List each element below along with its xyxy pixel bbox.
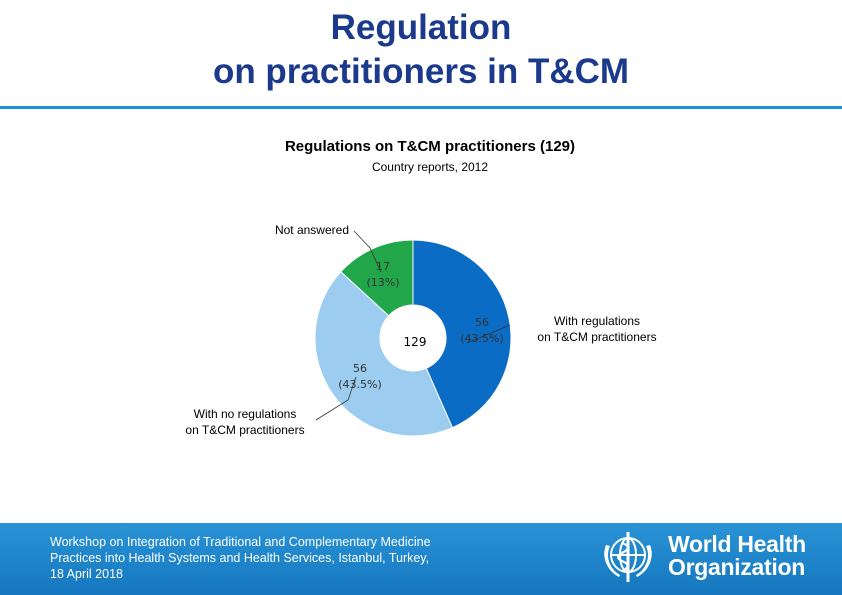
category-label-with-regulations-1: With regulations [554,314,640,328]
title-divider [0,106,842,109]
percent-label-no-regulations: (43.5%) [338,378,382,391]
percent-label-with-regulations: (43.5%) [460,332,504,345]
donut-chart: 129 56 (43.5%) 56 (43.5%) 17 (13%) With regulat… [185,223,656,437]
chart-subtitle: Country reports, 2012 [371,160,489,174]
percent-label-not-answered: (13%) [366,276,399,289]
chart-title: Regulations on T&CM practitioners (129) [284,138,576,155]
footer-caption: Workshop on Integration of Traditional a… [50,534,550,582]
leader-line-with-regulations [466,324,511,344]
category-label-no-regulations-2: on T&CM practitioners [185,423,304,437]
who-wordmark: World Health Organization [668,533,806,579]
who-emblem-icon [604,532,652,582]
who-wordmark-line-2: Organization [668,554,805,580]
who-wordmark-line-1: World Health [668,531,806,557]
category-label-no-regulations-1: With no regulations [194,407,297,421]
footer-line-2: Practices into Health Systems and Health… [50,551,430,565]
slice-not-answered [340,239,414,317]
slice-with-regulations [412,239,512,429]
slide-title: Regulation on practitioners in T&CM [0,6,842,94]
category-label-not-answered-1: Not answered [275,223,349,237]
footer-banner: Workshop on Integration of Traditional a… [0,523,842,595]
category-label-with-regulations-2: on T&CM practitioners [537,330,656,344]
center-total-label: 129 [404,335,427,349]
value-label-no-regulations: 56 [353,362,367,375]
footer-line-1: Workshop on Integration of Traditional a… [50,535,431,549]
leader-line-no-regulations [315,376,357,421]
value-label-not-answered: 17 [376,260,390,273]
value-label-with-regulations: 56 [475,316,489,329]
slide-title-line-2: on practitioners in T&CM [212,52,630,91]
footer-line-3: 18 April 2018 [50,567,123,581]
leader-line-not-answered [353,230,382,273]
slide-title-line-1: Regulation [330,8,512,47]
